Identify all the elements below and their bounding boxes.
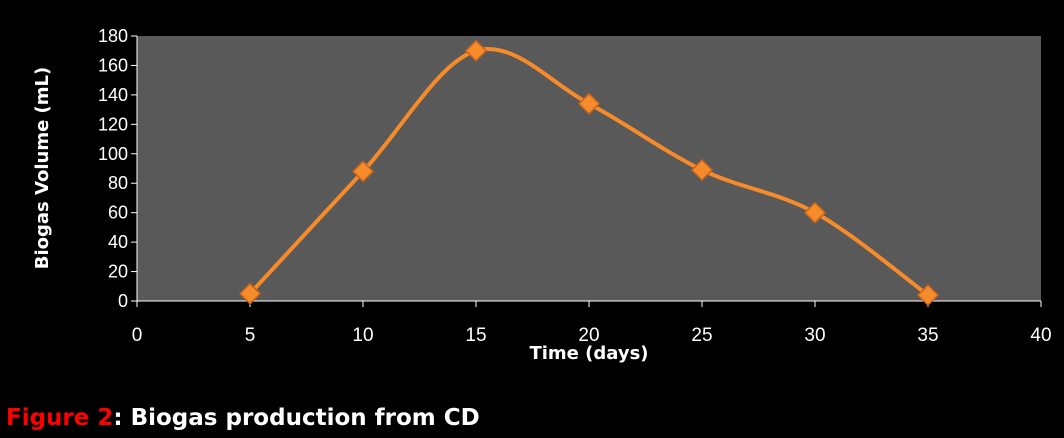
plot-area <box>137 36 1041 301</box>
y-axis-ticks: 0 20 40 60 80 100 120 140 160 180 <box>98 26 137 311</box>
y-tick-label: 120 <box>98 114 128 134</box>
y-axis-title: Biogas Volume (mL) <box>32 67 53 269</box>
figure-caption-text: : Biogas production from CD <box>113 405 480 431</box>
x-tick-label: 25 <box>691 325 712 346</box>
x-axis-ticks: 0 5 10 15 20 25 30 35 40 <box>132 301 1052 346</box>
data-point-marker <box>464 39 488 62</box>
x-tick-label: 10 <box>352 325 373 346</box>
x-tick-label: 30 <box>804 325 825 346</box>
y-tick-label: 160 <box>98 55 128 75</box>
y-tick-label: 100 <box>98 144 128 164</box>
biogas-line-chart: 0 20 40 60 80 100 120 140 160 180 0 5 10 15 20 25 30 35 4… <box>32 26 1052 364</box>
y-tick-label: 0 <box>118 291 128 311</box>
data-point-marker <box>577 92 601 115</box>
data-points <box>238 39 940 307</box>
data-point-marker <box>803 201 827 224</box>
x-tick-label: 5 <box>245 325 256 346</box>
x-axis-title: Time (days) <box>529 343 648 364</box>
data-point-marker <box>351 160 375 183</box>
y-tick-label: 20 <box>108 262 128 282</box>
y-tick-label: 40 <box>108 232 128 252</box>
figure-number: Figure 2 <box>6 405 114 431</box>
y-tick-label: 180 <box>98 26 128 46</box>
data-point-marker <box>690 158 714 182</box>
y-tick-label: 60 <box>108 203 128 223</box>
data-point-marker <box>238 282 262 305</box>
x-tick-label: 40 <box>1030 325 1051 346</box>
x-tick-label: 20 <box>578 325 599 346</box>
x-tick-label: 35 <box>917 325 938 346</box>
x-tick-label: 15 <box>465 325 486 346</box>
x-tick-label: 0 <box>132 325 143 346</box>
data-point-marker <box>916 284 940 307</box>
y-tick-label: 80 <box>108 173 128 193</box>
figure-caption: Figure 2: Biogas production from CD <box>6 405 480 431</box>
y-tick-label: 140 <box>98 85 128 105</box>
